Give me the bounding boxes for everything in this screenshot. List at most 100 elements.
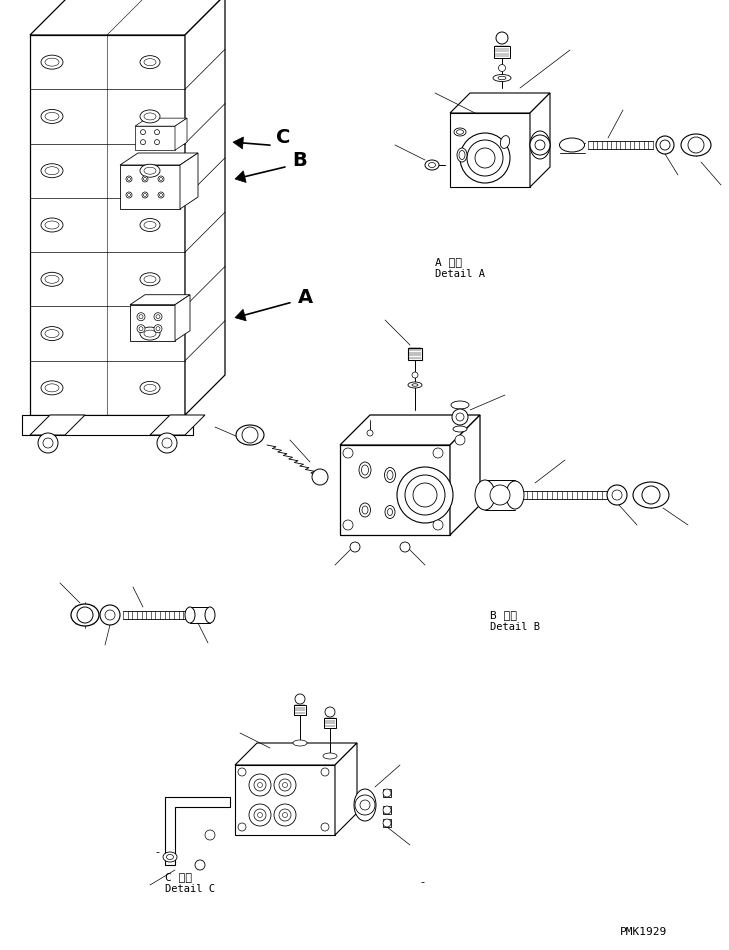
Polygon shape (130, 305, 175, 341)
Circle shape (460, 133, 510, 183)
Polygon shape (120, 153, 198, 165)
Text: Detail A: Detail A (435, 269, 485, 279)
Circle shape (688, 137, 704, 153)
Ellipse shape (140, 56, 160, 68)
Ellipse shape (493, 74, 511, 82)
Polygon shape (185, 0, 225, 415)
Ellipse shape (144, 385, 156, 391)
Circle shape (195, 860, 205, 870)
Ellipse shape (387, 470, 393, 480)
Circle shape (137, 325, 145, 332)
Polygon shape (335, 743, 357, 835)
Circle shape (413, 483, 437, 507)
Circle shape (139, 314, 143, 318)
Ellipse shape (530, 131, 550, 159)
Polygon shape (450, 93, 550, 113)
Polygon shape (165, 797, 230, 865)
Polygon shape (180, 153, 198, 209)
Ellipse shape (140, 164, 160, 178)
Circle shape (656, 136, 674, 154)
Circle shape (383, 819, 391, 827)
Circle shape (238, 823, 246, 831)
Ellipse shape (45, 384, 59, 391)
Text: Detail C: Detail C (165, 884, 215, 894)
Polygon shape (30, 415, 85, 435)
Ellipse shape (498, 76, 506, 80)
Ellipse shape (559, 138, 585, 152)
Circle shape (321, 768, 329, 776)
Circle shape (530, 135, 550, 155)
Circle shape (128, 178, 130, 180)
Circle shape (383, 806, 391, 814)
Circle shape (205, 830, 215, 840)
Polygon shape (450, 415, 480, 535)
Circle shape (249, 804, 271, 826)
Ellipse shape (41, 163, 63, 178)
Circle shape (142, 176, 148, 182)
Circle shape (274, 774, 296, 796)
Ellipse shape (140, 273, 160, 286)
Ellipse shape (144, 59, 156, 66)
Circle shape (283, 783, 287, 788)
Polygon shape (130, 294, 190, 305)
Circle shape (238, 768, 246, 776)
Circle shape (321, 823, 329, 831)
Ellipse shape (506, 481, 524, 509)
Circle shape (144, 194, 147, 197)
Circle shape (105, 610, 115, 620)
Bar (383, 789, 391, 797)
Circle shape (157, 433, 177, 453)
Ellipse shape (451, 401, 469, 409)
Circle shape (100, 605, 120, 625)
Polygon shape (530, 93, 550, 187)
Circle shape (254, 809, 266, 821)
Ellipse shape (41, 218, 63, 232)
Circle shape (295, 694, 305, 704)
Circle shape (141, 140, 146, 144)
Polygon shape (30, 35, 185, 415)
Ellipse shape (681, 134, 711, 156)
Ellipse shape (362, 506, 368, 514)
Text: C 詳細: C 詳細 (165, 872, 192, 882)
Circle shape (279, 809, 291, 821)
Ellipse shape (293, 740, 307, 746)
Bar (494, 46, 510, 58)
Circle shape (312, 469, 328, 485)
Polygon shape (235, 765, 335, 835)
Circle shape (144, 178, 147, 180)
Circle shape (499, 65, 505, 71)
Circle shape (160, 194, 163, 197)
Polygon shape (233, 137, 243, 149)
Circle shape (660, 140, 670, 150)
Ellipse shape (429, 162, 435, 167)
Ellipse shape (425, 160, 439, 170)
Polygon shape (450, 113, 530, 187)
Circle shape (156, 314, 160, 318)
Circle shape (397, 467, 453, 523)
Circle shape (154, 313, 162, 321)
Circle shape (77, 607, 93, 623)
Ellipse shape (205, 607, 215, 623)
Text: -: - (420, 877, 424, 887)
Circle shape (128, 194, 130, 197)
Circle shape (142, 192, 148, 198)
Circle shape (155, 140, 160, 144)
Circle shape (400, 542, 410, 552)
Ellipse shape (45, 221, 59, 229)
Ellipse shape (140, 110, 160, 123)
Ellipse shape (359, 462, 371, 478)
Circle shape (274, 804, 296, 826)
Ellipse shape (388, 508, 392, 516)
Ellipse shape (144, 167, 156, 174)
Polygon shape (22, 415, 193, 435)
Circle shape (160, 178, 163, 180)
Ellipse shape (454, 128, 466, 136)
Polygon shape (175, 294, 190, 341)
Text: -: - (155, 847, 159, 857)
Ellipse shape (45, 58, 59, 66)
Circle shape (279, 779, 291, 791)
Circle shape (456, 413, 464, 421)
Ellipse shape (500, 136, 510, 148)
Polygon shape (175, 118, 187, 150)
Ellipse shape (144, 221, 156, 229)
